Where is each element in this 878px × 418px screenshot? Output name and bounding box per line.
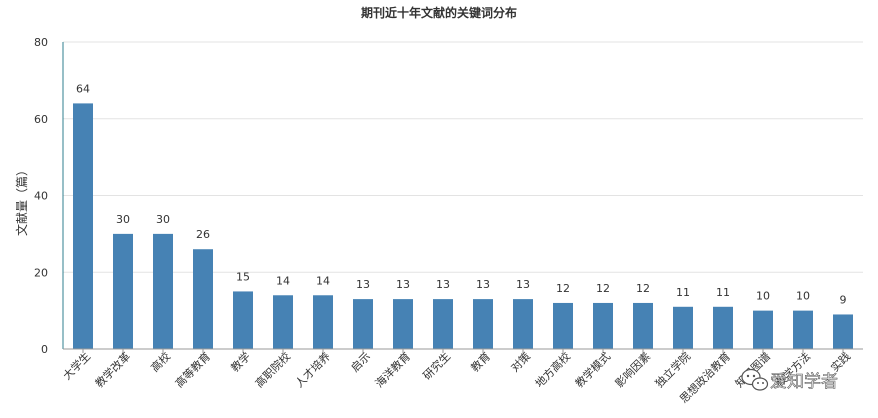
bar xyxy=(633,302,653,349)
bar-value-label: 10 xyxy=(756,290,770,303)
bar-value-label: 11 xyxy=(716,286,730,299)
bar-value-label: 12 xyxy=(556,282,570,295)
bar xyxy=(673,306,693,349)
bar xyxy=(553,302,573,349)
bar-value-label: 30 xyxy=(116,213,130,226)
grid-lines xyxy=(63,41,863,273)
bar-value-label: 13 xyxy=(516,278,530,291)
wechat-icon xyxy=(741,368,769,391)
bar xyxy=(313,295,333,349)
bar xyxy=(513,299,533,349)
x-tick-label: 地方高校 xyxy=(532,349,573,390)
x-tick-label: 海洋教育 xyxy=(372,349,413,390)
bar xyxy=(713,306,733,349)
bar-value-label: 13 xyxy=(476,278,490,291)
bar xyxy=(753,310,773,349)
bar xyxy=(113,233,133,349)
x-tick-label: 独立学院 xyxy=(652,349,693,390)
x-tick-label: 高职院校 xyxy=(252,349,293,390)
x-tick-label: 高校 xyxy=(148,349,173,374)
y-tick-label: 40 xyxy=(34,190,48,203)
bar xyxy=(353,299,373,349)
x-tick-label: 教学改革 xyxy=(92,349,133,390)
bar xyxy=(473,299,493,349)
bar-value-label: 10 xyxy=(796,290,810,303)
value-labels: 64 30 30 26 15 14 14 13 13 13 13 13 12 12 12 11 11 10 10 9 xyxy=(76,82,847,306)
watermark: 爱知学者 xyxy=(741,368,838,392)
bar-value-label: 12 xyxy=(596,282,610,295)
bars xyxy=(73,103,853,350)
bar-value-label: 9 xyxy=(840,293,847,306)
bar-value-label: 11 xyxy=(676,286,690,299)
chart-title: 期刊近十年文献的关键词分布 xyxy=(361,5,517,20)
x-tick-label: 启示 xyxy=(348,350,373,375)
bar-value-label: 14 xyxy=(276,274,290,287)
bar xyxy=(193,249,213,349)
y-axis-ticks: 0 20 40 60 80 xyxy=(34,36,48,356)
bar-value-label: 12 xyxy=(636,282,650,295)
x-tick-label: 研究生 xyxy=(420,349,453,382)
y-tick-label: 0 xyxy=(41,343,48,356)
bar-value-label: 15 xyxy=(236,270,250,283)
bar xyxy=(793,310,813,349)
bar xyxy=(433,299,453,349)
x-tick-label: 人才培养 xyxy=(292,349,333,390)
bar xyxy=(273,295,293,349)
x-tick-label: 教学 xyxy=(228,349,253,374)
bar-value-label: 13 xyxy=(436,278,450,291)
bar-value-label: 13 xyxy=(396,278,410,291)
watermark-text: 爱知学者 xyxy=(770,372,838,392)
x-tick-label: 影响因素 xyxy=(613,350,653,390)
bar xyxy=(593,302,613,349)
y-tick-label: 60 xyxy=(34,113,48,126)
y-tick-label: 20 xyxy=(34,266,48,279)
x-tick-label: 高等教育 xyxy=(172,349,213,390)
bar xyxy=(73,103,93,350)
y-axis-label: 文献量（篇） xyxy=(14,164,29,236)
x-axis-ticks: 大学生 教学改革 高校 高等教育 教学 高职院校 人才培养 启示 海洋教育 研究生 教育 对策 地方高校… xyxy=(60,349,853,406)
bar xyxy=(153,233,173,349)
bar xyxy=(233,291,253,349)
bar-value-label: 14 xyxy=(316,274,330,287)
bar-value-label: 26 xyxy=(196,228,210,241)
y-tick-label: 80 xyxy=(34,36,48,49)
x-tick-label: 实践 xyxy=(828,349,853,374)
x-tick-label: 对策 xyxy=(508,349,533,374)
bar-value-label: 13 xyxy=(356,278,370,291)
bar-value-label: 30 xyxy=(156,213,170,226)
bar xyxy=(833,314,853,349)
bar xyxy=(393,299,413,349)
x-tick-label: 教学模式 xyxy=(572,349,613,390)
bar-value-label: 64 xyxy=(76,82,90,95)
x-tick-label: 教育 xyxy=(468,349,493,374)
x-tick-label: 大学生 xyxy=(60,349,93,382)
